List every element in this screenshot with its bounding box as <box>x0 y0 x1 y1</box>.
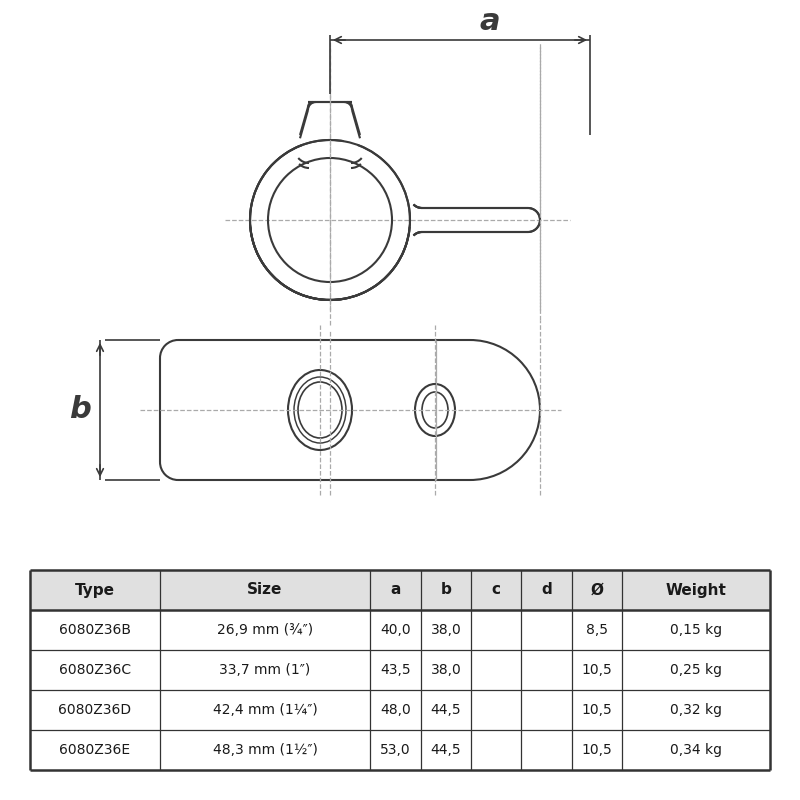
Text: 6080Z36D: 6080Z36D <box>58 703 131 717</box>
Text: Weight: Weight <box>666 582 726 598</box>
Text: 53,0: 53,0 <box>380 743 411 757</box>
Text: 10,5: 10,5 <box>582 743 612 757</box>
Text: 38,0: 38,0 <box>430 623 462 637</box>
Text: 0,32 kg: 0,32 kg <box>670 703 722 717</box>
Bar <box>30 570 770 610</box>
Text: 40,0: 40,0 <box>380 623 411 637</box>
Text: 43,5: 43,5 <box>380 663 411 677</box>
Text: Type: Type <box>74 582 114 598</box>
Text: Ø: Ø <box>590 582 603 598</box>
Text: b: b <box>69 395 91 425</box>
Text: 6080Z36B: 6080Z36B <box>58 623 130 637</box>
Text: 48,3 mm (1½″): 48,3 mm (1½″) <box>213 743 318 757</box>
Polygon shape <box>293 100 367 140</box>
Text: 6080Z36C: 6080Z36C <box>58 663 131 677</box>
Text: b: b <box>441 582 451 598</box>
Text: 0,34 kg: 0,34 kg <box>670 743 722 757</box>
Text: a: a <box>480 7 500 37</box>
Text: 0,25 kg: 0,25 kg <box>670 663 722 677</box>
Text: 8,5: 8,5 <box>586 623 608 637</box>
Text: 6080Z36E: 6080Z36E <box>59 743 130 757</box>
Text: 0,15 kg: 0,15 kg <box>670 623 722 637</box>
Text: 38,0: 38,0 <box>430 663 462 677</box>
Text: 42,4 mm (1¼″): 42,4 mm (1¼″) <box>213 703 318 717</box>
Text: c: c <box>492 582 501 598</box>
Text: Size: Size <box>247 582 282 598</box>
Text: 48,0: 48,0 <box>380 703 411 717</box>
Text: d: d <box>541 582 552 598</box>
Text: a: a <box>390 582 401 598</box>
Polygon shape <box>410 194 528 246</box>
Text: 33,7 mm (1″): 33,7 mm (1″) <box>219 663 310 677</box>
Text: 44,5: 44,5 <box>430 703 461 717</box>
Text: 26,9 mm (¾″): 26,9 mm (¾″) <box>217 623 313 637</box>
Text: 44,5: 44,5 <box>430 743 461 757</box>
Text: 10,5: 10,5 <box>582 663 612 677</box>
Text: 10,5: 10,5 <box>582 703 612 717</box>
